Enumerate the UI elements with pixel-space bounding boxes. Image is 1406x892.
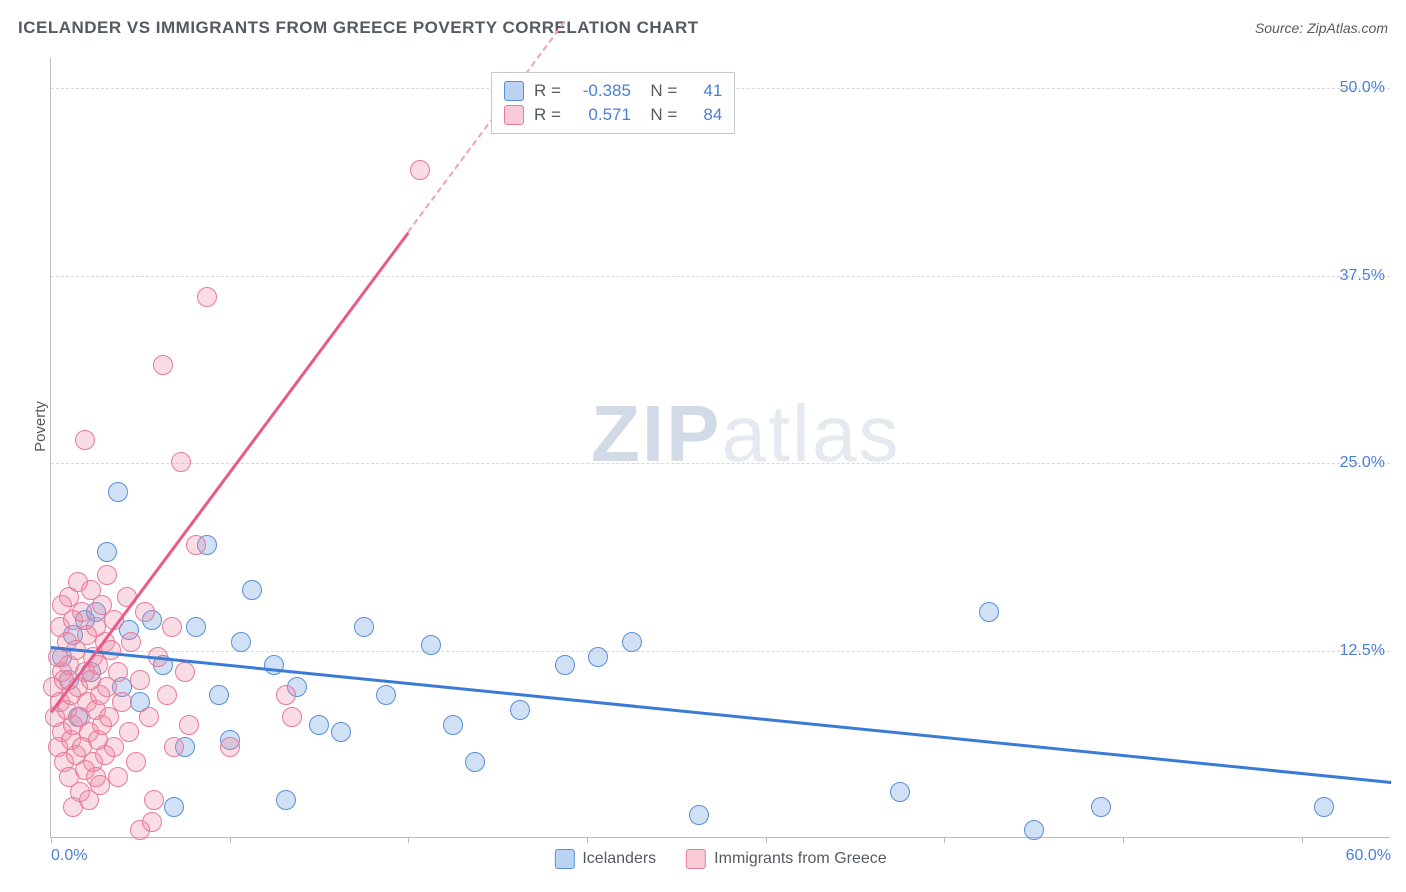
data-point bbox=[220, 737, 240, 757]
data-point bbox=[242, 580, 262, 600]
plot-area: ZIPatlas12.5%25.0%37.5%50.0%0.0%60.0%R =… bbox=[50, 58, 1390, 838]
data-point bbox=[1314, 797, 1334, 817]
data-point bbox=[164, 737, 184, 757]
x-tick bbox=[408, 837, 409, 843]
data-point bbox=[135, 602, 155, 622]
data-point bbox=[231, 632, 251, 652]
blue-swatch-icon bbox=[504, 81, 524, 101]
chart-header: ICELANDER VS IMMIGRANTS FROM GREECE POVE… bbox=[18, 18, 1388, 38]
stats-row: R = 0.571 N = 84 bbox=[504, 103, 722, 127]
x-tick bbox=[51, 837, 52, 843]
data-point bbox=[97, 542, 117, 562]
r-label: R = bbox=[534, 81, 561, 101]
x-tick-label: 0.0% bbox=[51, 847, 87, 865]
stats-row: R = -0.385 N = 41 bbox=[504, 79, 722, 103]
r-value: -0.385 bbox=[571, 81, 631, 101]
data-point bbox=[171, 452, 191, 472]
legend-item: Icelanders bbox=[554, 849, 656, 869]
data-point bbox=[282, 707, 302, 727]
x-tick bbox=[587, 837, 588, 843]
data-point bbox=[979, 602, 999, 622]
data-point bbox=[555, 655, 575, 675]
y-tick-label: 50.0% bbox=[1340, 79, 1385, 97]
trendline-icelanders bbox=[51, 646, 1391, 783]
data-point bbox=[186, 617, 206, 637]
data-point bbox=[144, 790, 164, 810]
data-point bbox=[443, 715, 463, 735]
x-tick bbox=[766, 837, 767, 843]
data-point bbox=[376, 685, 396, 705]
data-point bbox=[1024, 820, 1044, 840]
data-point bbox=[179, 715, 199, 735]
data-point bbox=[104, 737, 124, 757]
data-point bbox=[410, 160, 430, 180]
data-point bbox=[157, 685, 177, 705]
data-point bbox=[139, 707, 159, 727]
data-point bbox=[354, 617, 374, 637]
r-value: 0.571 bbox=[571, 105, 631, 125]
data-point bbox=[622, 632, 642, 652]
x-tick bbox=[944, 837, 945, 843]
y-tick-label: 12.5% bbox=[1340, 642, 1385, 660]
data-point bbox=[309, 715, 329, 735]
n-label: N = bbox=[641, 105, 677, 125]
x-tick bbox=[230, 837, 231, 843]
data-point bbox=[510, 700, 530, 720]
legend-label: Icelanders bbox=[582, 850, 656, 868]
data-point bbox=[108, 482, 128, 502]
data-point bbox=[465, 752, 485, 772]
chart-legend: Icelanders Immigrants from Greece bbox=[554, 849, 886, 869]
pink-swatch-icon bbox=[686, 849, 706, 869]
data-point bbox=[108, 767, 128, 787]
n-value: 41 bbox=[687, 81, 722, 101]
gridline bbox=[51, 651, 1390, 652]
data-point bbox=[108, 662, 128, 682]
legend-label: Immigrants from Greece bbox=[714, 850, 886, 868]
x-tick bbox=[1123, 837, 1124, 843]
data-point bbox=[130, 670, 150, 690]
data-point bbox=[186, 535, 206, 555]
data-point bbox=[119, 722, 139, 742]
data-point bbox=[164, 797, 184, 817]
data-point bbox=[588, 647, 608, 667]
y-tick-label: 25.0% bbox=[1340, 454, 1385, 472]
x-tick-label: 60.0% bbox=[1346, 847, 1391, 865]
n-label: N = bbox=[641, 81, 677, 101]
data-point bbox=[97, 565, 117, 585]
gridline bbox=[51, 276, 1390, 277]
chart-container: Poverty ZIPatlas12.5%25.0%37.5%50.0%0.0%… bbox=[50, 48, 1390, 838]
data-point bbox=[1091, 797, 1111, 817]
trendline-greece bbox=[50, 231, 409, 712]
data-point bbox=[689, 805, 709, 825]
legend-item: Immigrants from Greece bbox=[686, 849, 886, 869]
blue-swatch-icon bbox=[554, 849, 574, 869]
x-tick bbox=[1302, 837, 1303, 843]
y-axis-label: Poverty bbox=[32, 401, 49, 452]
data-point bbox=[421, 635, 441, 655]
n-value: 84 bbox=[687, 105, 722, 125]
gridline bbox=[51, 463, 1390, 464]
data-point bbox=[175, 662, 195, 682]
data-point bbox=[75, 430, 95, 450]
data-point bbox=[890, 782, 910, 802]
data-point bbox=[197, 287, 217, 307]
data-point bbox=[162, 617, 182, 637]
data-point bbox=[126, 752, 146, 772]
data-point bbox=[112, 692, 132, 712]
chart-title: ICELANDER VS IMMIGRANTS FROM GREECE POVE… bbox=[18, 18, 699, 38]
data-point bbox=[276, 685, 296, 705]
data-point bbox=[209, 685, 229, 705]
correlation-stats-box: R = -0.385 N = 41 R = 0.571 N = 84 bbox=[491, 72, 735, 134]
data-point bbox=[142, 812, 162, 832]
y-tick-label: 37.5% bbox=[1340, 267, 1385, 285]
data-point bbox=[331, 722, 351, 742]
watermark: ZIPatlas bbox=[591, 388, 900, 480]
source-attribution: Source: ZipAtlas.com bbox=[1255, 20, 1388, 36]
pink-swatch-icon bbox=[504, 105, 524, 125]
r-label: R = bbox=[534, 105, 561, 125]
data-point bbox=[121, 632, 141, 652]
data-point bbox=[153, 355, 173, 375]
data-point bbox=[276, 790, 296, 810]
